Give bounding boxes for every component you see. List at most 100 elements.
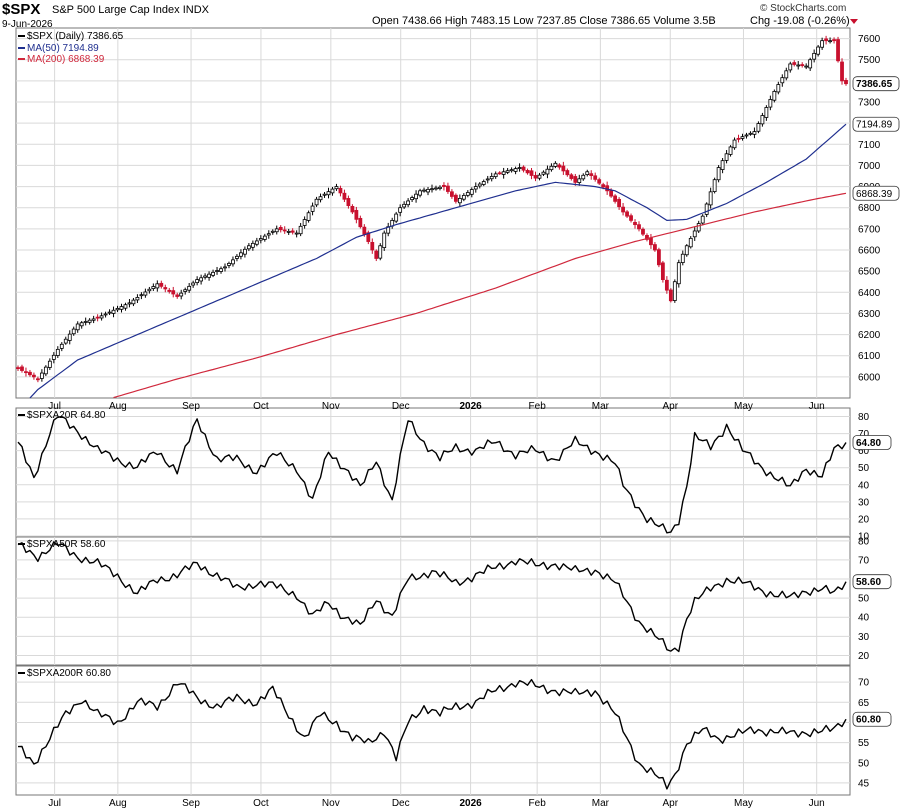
x-tick-label: Feb [529,798,547,809]
pane-frame [15,27,851,399]
candle-body [593,175,598,180]
candle-body [326,191,331,196]
candle-body [609,190,614,197]
y-tick-label: 40 [858,613,870,624]
candle-body [71,328,76,335]
candle-body [557,164,562,168]
candle-body [103,313,108,316]
candle-body [47,360,52,368]
candle-body [629,215,633,221]
candle-body [286,230,291,233]
candle-body [183,289,188,292]
candle-body [485,178,490,181]
candle-body [270,230,275,233]
candle-body [645,235,649,240]
last-value-box [852,116,900,132]
candle-body [533,175,538,179]
index-name: S&P 500 Large Cap Index [52,4,180,16]
candle-body [250,242,255,248]
x-tick-label: Sep [182,798,200,809]
candle-body [254,240,259,245]
candle-body [513,168,518,172]
candle-body [314,198,319,206]
candle-body [676,262,681,285]
candle-body [732,139,737,149]
y-tick-label: 50 [858,758,870,769]
candle-body [43,366,48,375]
candle-body [167,289,172,292]
candle-body [115,308,120,311]
candle-body [601,184,606,188]
candle-body [95,316,100,319]
candle-body [768,99,773,108]
x-tick-label: Aug [109,401,127,412]
candle-body [581,174,586,180]
candle-body [382,232,387,249]
candle-body [227,262,231,266]
y-tick-label: 7100 [858,140,881,151]
candle-body [696,223,701,232]
candle-body [716,167,721,181]
candle-body [752,131,757,135]
pane-frame [15,665,851,796]
candle-body [374,250,379,259]
candle-body [438,186,442,189]
last-value-label: 7194.89 [856,120,893,131]
candle-body [505,170,510,173]
candle-body [370,242,375,251]
legend-price: $SPX (Daily) 7386.65 [18,31,123,42]
y-tick-label: 6500 [858,267,881,278]
candle-body [354,209,359,220]
y-tick-label: 20 [858,651,870,662]
candle-body [175,294,180,297]
legend-spxa50r-label: $SPXA50R 58.60 [27,539,106,550]
candle-body [477,183,482,187]
candle-body [792,62,797,65]
candle-body [107,311,112,314]
candle-body [266,233,271,236]
ohlc-readout: Open 7438.66 High 7483.15 Low 7237.85 Cl… [372,15,716,27]
candle-body [55,348,60,356]
legend-spxa20r-label: $SPXA20R 64.80 [27,410,106,421]
y-tick-label: 55 [858,738,870,749]
candle-body [199,277,204,282]
candle-body [358,217,363,228]
candle-body [641,228,645,235]
y-tick-label: 20 [858,514,870,525]
y-tick-label: 6400 [858,288,881,299]
pane-frame [15,407,851,537]
candle-body [342,192,347,200]
candle-body [545,168,550,175]
candle-body [338,187,343,194]
candle-body [99,315,104,319]
y-tick-label: 6000 [858,372,881,383]
candle-body [812,52,817,60]
y-tick-label: 65 [858,698,870,709]
candle-body [262,235,267,240]
candle-body [744,134,749,137]
y-tick-label: 70 [858,429,870,440]
candle-body [712,179,717,192]
x-tick-label: Apr [662,798,678,809]
x-tick-label: Oct [253,798,269,809]
candle-body [756,123,761,132]
last-value-box [852,185,900,201]
candle-body [780,77,785,84]
candle-body [653,244,657,251]
x-tick-label: Oct [253,401,269,412]
candle-body [402,203,407,208]
candle-body [434,187,438,190]
candle-body [465,192,470,196]
candle-body [211,271,215,276]
candle-body [525,170,530,174]
candle-body [171,290,176,295]
candle-body [748,132,753,135]
candle-body [649,237,653,246]
x-tick-label: May [734,401,753,412]
candle-body [688,237,693,248]
y-tick-label: 6300 [858,309,881,320]
candle-body [20,366,24,371]
x-tick-label: Sep [182,401,200,412]
candle-body [521,166,526,171]
